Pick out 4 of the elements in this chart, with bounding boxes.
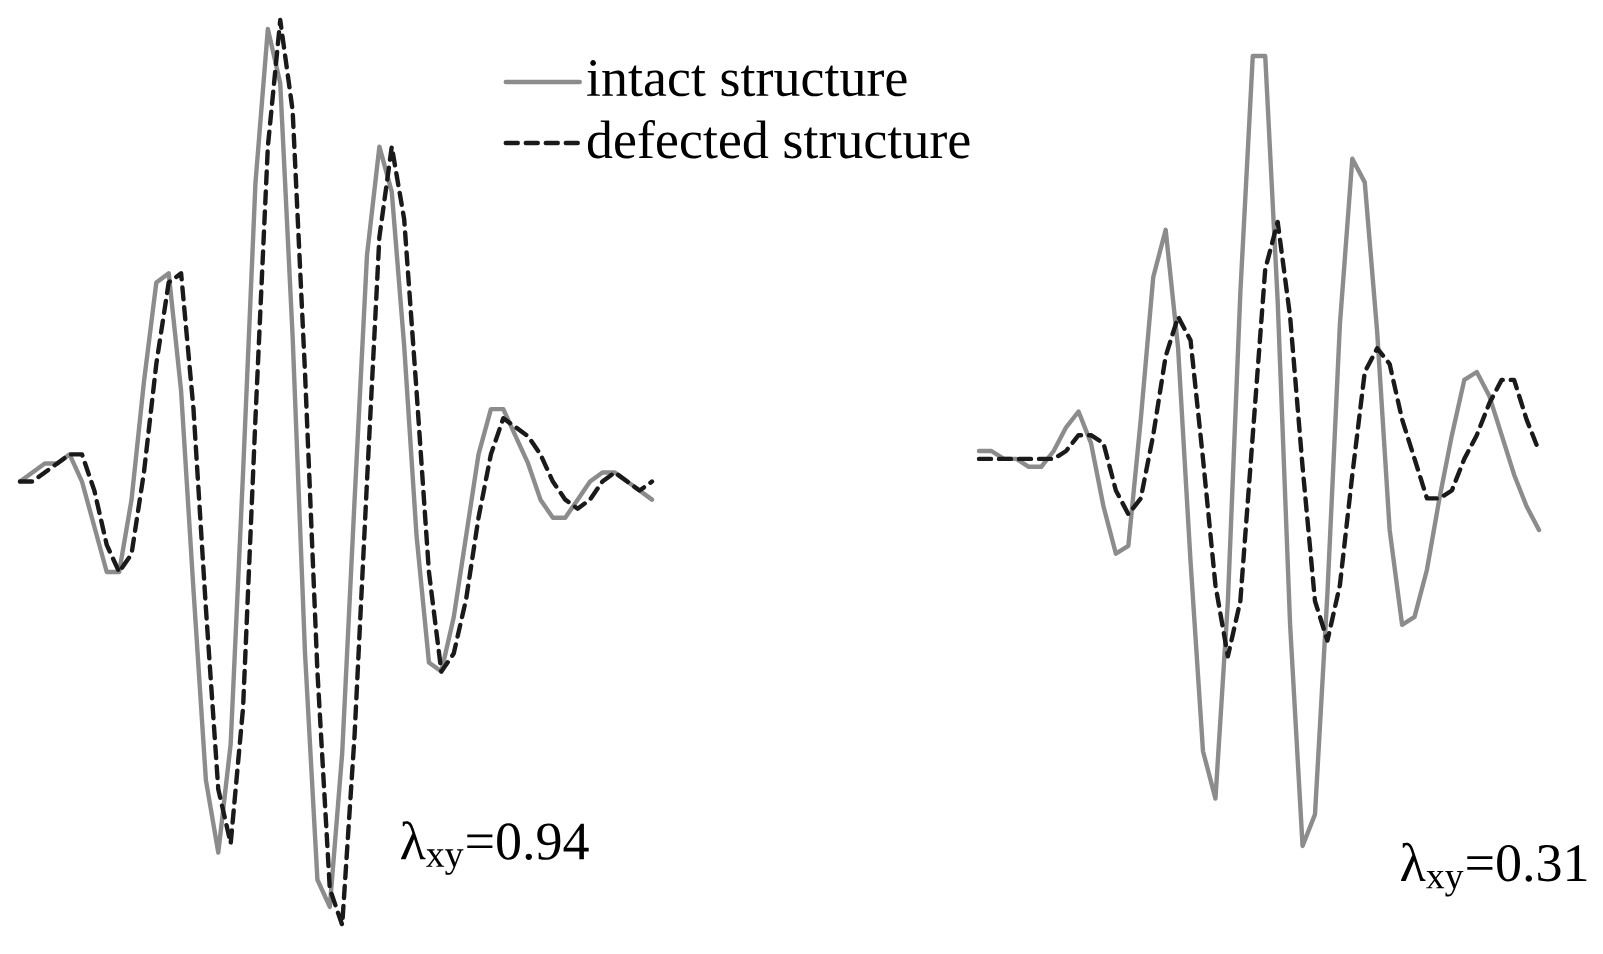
- legend-label: defected structure: [587, 119, 970, 159]
- legend-label: intact structure: [587, 60, 907, 97]
- annotation: λ$_{xy}$=0.94: [401, 821, 589, 875]
- annotation: λ$_{xy}$=0.31: [1401, 842, 1587, 897]
